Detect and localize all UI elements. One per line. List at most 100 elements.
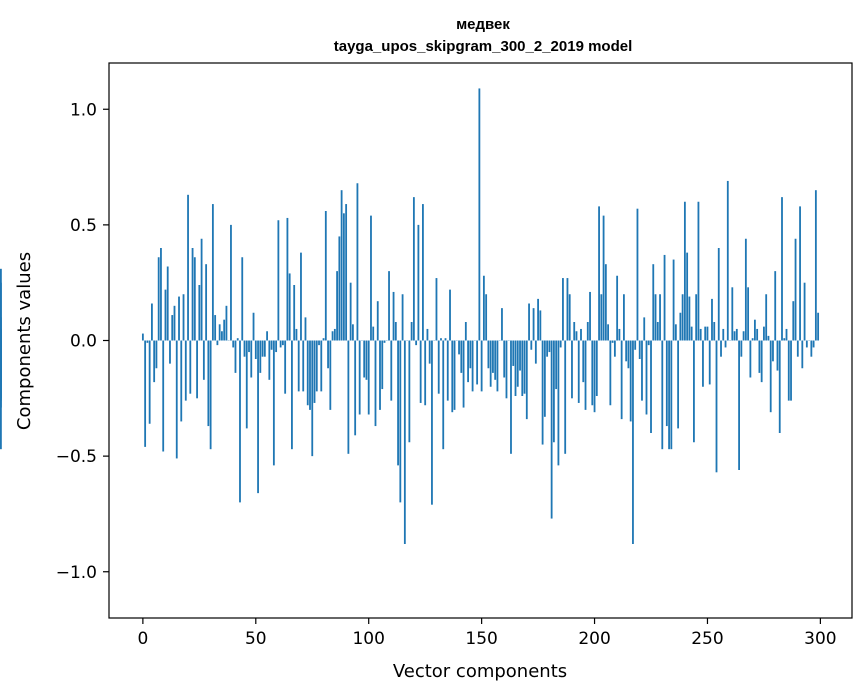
bar-183	[555, 340, 558, 390]
bar-262	[733, 331, 736, 341]
bar-268	[747, 287, 750, 341]
bar-250	[706, 326, 709, 341]
bar-5	[153, 340, 156, 383]
bar-89	[342, 213, 345, 341]
bar-72	[304, 317, 307, 341]
bar-278	[769, 340, 772, 413]
bar-223	[645, 340, 648, 415]
y-tick-label: 0.5	[70, 216, 97, 236]
bar-121	[415, 340, 418, 346]
bar-142	[462, 340, 465, 408]
bar-68	[295, 328, 298, 341]
bar-140	[458, 340, 460, 355]
bar-149	[478, 88, 481, 341]
bar-81	[324, 211, 327, 341]
bar-24	[196, 340, 198, 399]
bar-70	[300, 252, 302, 341]
bar-264	[738, 340, 740, 470]
bar-204	[602, 215, 605, 341]
bar-120	[412, 197, 415, 341]
bar-43	[239, 340, 241, 503]
bar-193	[577, 340, 580, 403]
bar-275	[763, 326, 765, 341]
bar-199	[591, 340, 594, 406]
bar-287	[790, 340, 792, 401]
bars-group	[0, 88, 820, 544]
bar-292	[801, 340, 804, 369]
bar-169	[523, 340, 526, 394]
bar-110	[390, 340, 393, 401]
bar-54	[263, 340, 266, 357]
bar-159	[501, 308, 503, 341]
bar-291	[799, 206, 801, 341]
y-axis-ticks: −1.0 −0.5 0.0 0.5 1.0	[56, 100, 109, 583]
bar-249	[704, 326, 707, 341]
bar-222	[643, 317, 646, 341]
bar-83	[329, 340, 332, 410]
bar-215	[627, 340, 630, 369]
bar-280	[774, 271, 777, 341]
bar-30	[209, 340, 212, 450]
bar-105	[379, 340, 381, 410]
bar-35	[221, 331, 223, 341]
bar-45	[243, 340, 246, 357]
bar-62	[281, 340, 284, 346]
bar-undefined	[0, 268, 2, 341]
bar-80	[322, 338, 325, 341]
bar-78	[318, 340, 320, 346]
bar-252	[711, 298, 713, 341]
bar-293	[803, 282, 806, 341]
bar-214	[625, 340, 628, 362]
bar-144	[467, 340, 469, 383]
bar-157	[496, 340, 499, 392]
bar-194	[580, 328, 582, 341]
bar-217	[632, 340, 634, 544]
bar-185	[559, 340, 562, 348]
bar-8	[160, 248, 162, 341]
bar-166	[516, 340, 519, 387]
bar-239	[681, 294, 684, 341]
bar-234	[670, 340, 673, 450]
bar-37	[225, 305, 228, 341]
bar-269	[749, 340, 752, 378]
bar-206	[607, 324, 609, 341]
bar-244	[693, 340, 695, 443]
bar-49	[252, 312, 255, 341]
bar-88	[340, 190, 343, 341]
bar-undefined	[0, 328, 2, 341]
bar-161	[505, 340, 508, 399]
bar-289	[794, 238, 797, 341]
bar-218	[634, 340, 637, 350]
bar-124	[422, 204, 424, 341]
bar-47	[248, 340, 250, 353]
bar-205	[604, 264, 607, 341]
bar-21	[189, 340, 192, 394]
bar-55	[266, 331, 268, 341]
bar-127	[428, 340, 431, 364]
bar-246	[697, 201, 700, 341]
bar-99	[365, 340, 368, 380]
bar-175	[537, 298, 539, 341]
bar-4	[151, 303, 153, 341]
bar-145	[469, 340, 472, 369]
bar-11	[166, 266, 169, 341]
bar-71	[302, 340, 305, 392]
bar-84	[331, 331, 334, 341]
bar-203	[600, 294, 603, 341]
bar-2	[146, 340, 149, 343]
bar-152	[485, 294, 488, 341]
bar-141	[460, 340, 463, 373]
bar-119	[410, 322, 413, 341]
bar-187	[564, 340, 567, 454]
bar-251	[708, 340, 711, 385]
bar-213	[623, 294, 625, 341]
bar-17	[180, 340, 183, 422]
bar-265	[740, 340, 743, 357]
bar-186	[562, 278, 564, 341]
y-tick-label: 0.0	[70, 332, 97, 352]
bar-192	[575, 331, 578, 341]
bar-197	[586, 322, 589, 341]
bar-210	[616, 275, 619, 341]
bar-160	[503, 340, 506, 378]
